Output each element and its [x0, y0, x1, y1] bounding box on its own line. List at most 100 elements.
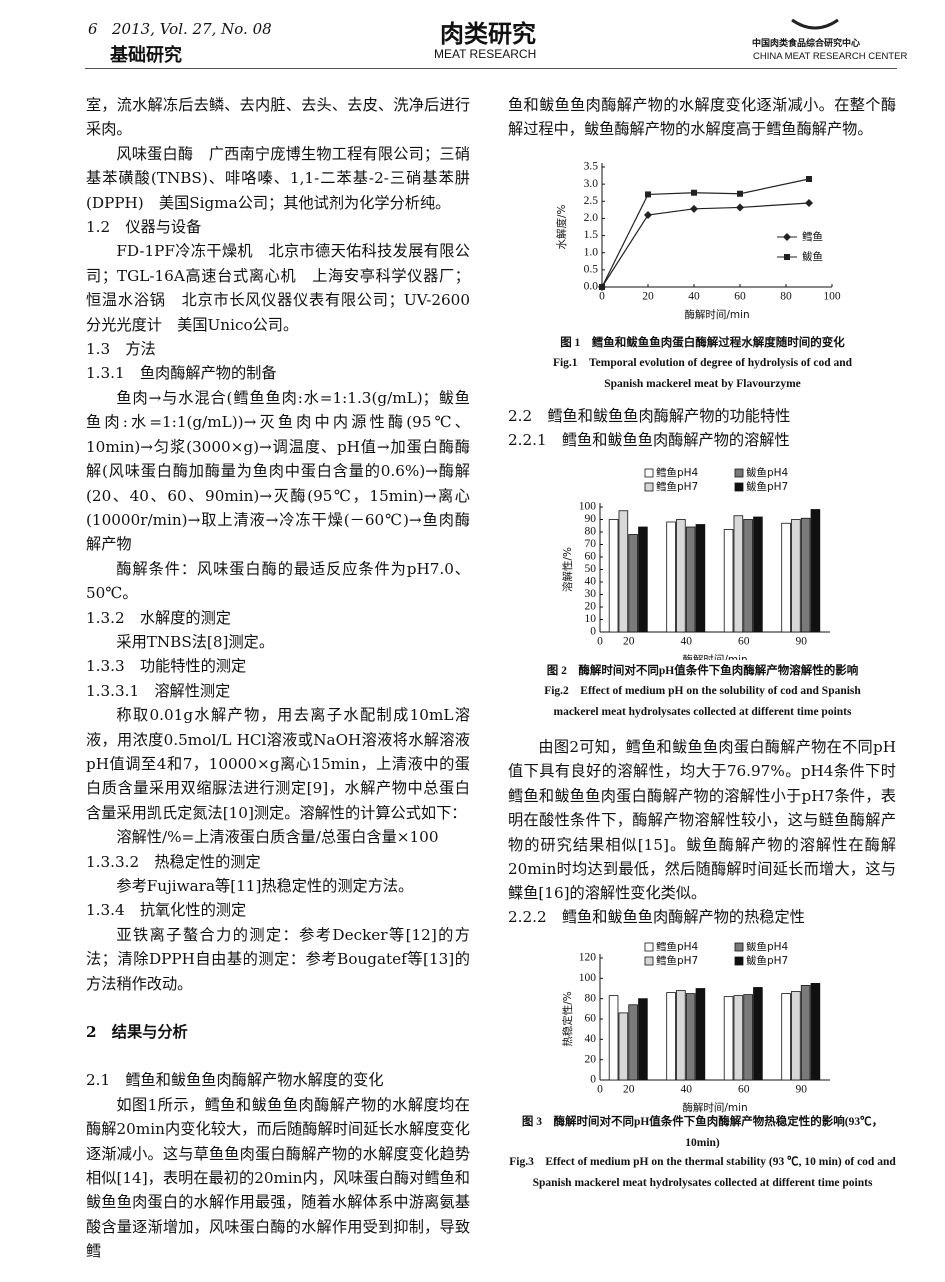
y-tick-label: 20: [585, 601, 597, 613]
bar: [666, 992, 676, 1081]
journal-en: MEAT RESEARCH: [434, 47, 537, 61]
y-tick-label: 90: [585, 513, 597, 525]
y-tick-label: 120: [579, 952, 597, 964]
caption-en: Fig.1 Temporal evolution of degree of hy…: [552, 357, 853, 390]
y-tick-label: 60: [585, 551, 597, 563]
paragraph: 室，流水解冻后去鳞、去内脏、去头、去皮、洗净后进行采肉。: [86, 96, 470, 139]
bar: [608, 995, 619, 1081]
paragraph: 如图1所示，鳕鱼和鲅鱼鱼肉酶解产物的水解度均在酶解20min内变化较大，而后随酶…: [86, 1095, 470, 1261]
paragraph: FD-1PF冷冻干燥机 北京市德天佑科技发展有限公司；TGL-16A高速台式离心…: [86, 242, 470, 334]
bar: [743, 519, 753, 633]
bar: [791, 519, 801, 633]
y-tick-label: 0: [590, 626, 596, 638]
bar: [695, 524, 706, 633]
bar: [695, 988, 706, 1081]
y-tick-label: 1.0: [584, 246, 599, 258]
y-tick-label: 2.5: [584, 195, 599, 207]
legend-swatch: [644, 468, 654, 478]
heading: 1.3.3.1 溶解性测定: [86, 681, 231, 700]
y-tick-label: 10: [585, 613, 597, 625]
heading: 1.3 方法: [86, 340, 156, 359]
left-column: 室，流水解冻后去鳞、去内脏、去头、去皮、洗净后进行采肉。 风味蛋白酶 广西南宁庞…: [86, 93, 470, 1264]
paragraph: 酶解条件：风味蛋白酶的最适反应条件为pH7.0、50℃。: [86, 559, 470, 603]
legend-label: 鳕鱼pH7: [656, 954, 698, 967]
y-tick-label: 100: [579, 972, 597, 984]
bar: [618, 1012, 629, 1081]
legend-label: 鳕鱼pH4: [656, 466, 699, 479]
x-tick-label: 60: [738, 636, 750, 648]
heading: 1.3.1 鱼肉酶解产物的制备: [86, 364, 277, 383]
caption: 图 1 鳕鱼和鲅鱼鱼肉蛋白酶解过程水解度随时间的变化: [560, 337, 845, 349]
x-tick-label: 20: [623, 636, 635, 648]
bar: [628, 1004, 638, 1081]
point: [690, 204, 698, 213]
y-tick-label: 2.0: [584, 212, 599, 224]
paragraph: 由图2可知，鳕鱼和鲅鱼鱼肉蛋白酶解产物在不同pH值下具有良好的溶解性，均大于76…: [508, 738, 896, 903]
point: [691, 189, 697, 196]
paragraph: 风味蛋白酶 广西南宁庞博生物工程有限公司；三硝基苯磺酸(TNBS)、啡咯嗪、1,…: [86, 144, 470, 212]
x-tick-label: 100: [823, 291, 841, 303]
bar: [753, 516, 763, 633]
legend-label: 鲅鱼pH7: [746, 954, 788, 967]
caption: 图 2 酶解时间对不同pH值条件下鱼肉酶解产物溶解性的影响: [546, 665, 859, 677]
y-tick-label: 3.5: [584, 161, 599, 173]
x-tick-label: 90: [796, 636, 808, 648]
y-tick-label: 80: [585, 992, 597, 1004]
y-tick-label: 80: [585, 526, 597, 538]
legend-swatch: [734, 482, 744, 492]
x-tick-label: 0: [599, 291, 605, 303]
issue: 2013, Vol. 27, No. 08: [112, 20, 272, 38]
point: [805, 199, 813, 207]
paragraph: 参考Fujiwara等[11]热稳定性的测定方法。: [116, 877, 414, 895]
y-axis-label: 热稳定性/%: [561, 991, 574, 1047]
caption-en: Fig.2 Effect of medium pH on the solubil…: [544, 685, 861, 718]
right-paragraph: 鱼和鲅鱼鱼肉酶解产物的水解度变化逐渐减小。在整个酶解过程中，鲅鱼酶解产物的水解度…: [508, 96, 896, 139]
bar: [685, 526, 696, 633]
legend-marker: [784, 254, 790, 260]
center: 中国肉类食品综合研究中心: [752, 39, 861, 49]
heading: 2.2.2 鳕鱼和鲅鱼鱼肉酶解产物的热稳定性: [508, 908, 805, 926]
logo: [791, 18, 839, 30]
y-tick-label: 100: [579, 501, 597, 513]
bar: [753, 987, 763, 1081]
x-tick-label: 40: [681, 1084, 693, 1096]
y-tick-label: 70: [585, 538, 597, 550]
legend-label: 鲅鱼: [802, 250, 823, 263]
bar: [810, 509, 821, 633]
heading: 2.2.1 鳕鱼和鲅鱼鱼肉酶解产物的溶解性: [508, 431, 790, 449]
y-axis-label: 水解度/%: [555, 204, 568, 249]
x-tick-label: 40: [688, 291, 700, 303]
x-tick-label: 60: [734, 291, 746, 303]
x-tick-label: 40: [681, 636, 693, 648]
heading: 1.3.3.2 热稳定性的测定: [86, 852, 261, 871]
y-tick-label: 3.0: [584, 178, 599, 190]
y-tick-label: 0.0: [584, 281, 599, 293]
y-tick-label: 1.5: [584, 229, 599, 241]
bar: [608, 519, 619, 633]
bar: [666, 521, 676, 633]
legend-label: 鲅鱼pH7: [746, 480, 788, 493]
legend-label: 鳕鱼pH4: [656, 942, 699, 953]
bar: [733, 515, 744, 633]
legend-label: 鲅鱼pH4: [746, 942, 789, 953]
bar: [723, 529, 734, 633]
chart: 0.0 0.5 1.0 1.5 2.0 2.5 3.0 3.5 水解度/% 酶解时间/min 0 20…: [555, 161, 841, 321]
bar: [743, 994, 753, 1081]
y-tick-label: 0.5: [584, 263, 599, 275]
x-axis-label: 酶解时间/min: [682, 653, 747, 660]
paragraph: 采用TNBS法[8]测定。: [116, 632, 275, 651]
center-en: CHINA MEAT RESEARCH CENTER: [753, 51, 908, 62]
page-number: 6: [88, 20, 98, 38]
legend-swatch: [734, 942, 744, 952]
y-axis-label: 溶解性/%: [561, 547, 574, 592]
chart: 0 20 40 60 80 100 120 热稳定性/% 酶解时间/min 0 20 40 60 90 鳕鱼…: [561, 942, 830, 1114]
caption: 图 3 酶解时间对不同pH值条件下鱼肉酶解产物热稳定性的影响(93℃，10min…: [521, 1116, 884, 1149]
x-tick-label: 90: [796, 1084, 808, 1096]
x-tick-label: 60: [738, 1084, 750, 1096]
y-tick-label: 50: [585, 563, 597, 575]
legend-swatch: [734, 956, 744, 966]
x-origin-label: 0: [597, 1084, 603, 1096]
header-rule: [85, 68, 897, 69]
